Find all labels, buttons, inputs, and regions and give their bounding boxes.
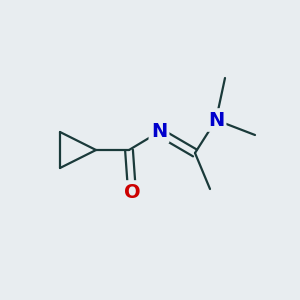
Text: N: N: [208, 110, 224, 130]
Text: N: N: [151, 122, 167, 142]
Text: O: O: [124, 182, 140, 202]
